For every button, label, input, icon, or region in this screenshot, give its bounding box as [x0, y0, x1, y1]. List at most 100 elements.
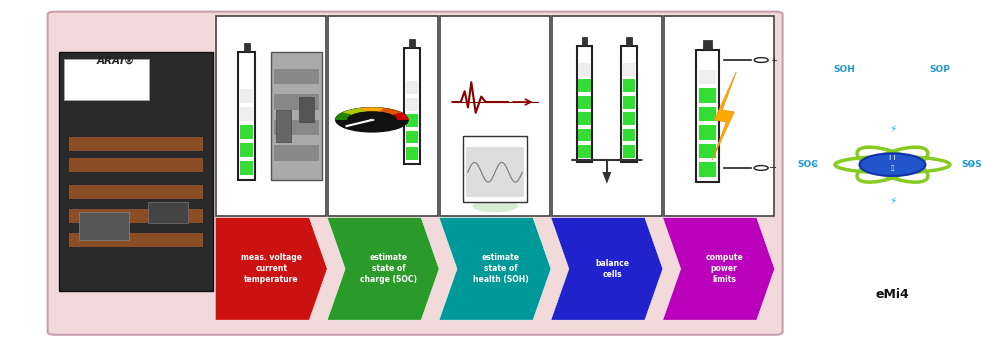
Bar: [699, 107, 716, 121]
Wedge shape: [342, 108, 364, 115]
Text: | |: | |: [889, 155, 896, 159]
Bar: [240, 143, 253, 157]
Bar: [406, 131, 418, 143]
Bar: [696, 50, 719, 182]
Text: estimate
state of
health (SOH): estimate state of health (SOH): [473, 253, 528, 284]
Text: +: +: [770, 56, 777, 64]
Bar: [299, 97, 314, 122]
Bar: [148, 202, 188, 223]
Bar: [623, 96, 635, 109]
Text: ⚡: ⚡: [811, 160, 818, 170]
Wedge shape: [335, 113, 352, 120]
Bar: [238, 52, 255, 180]
Bar: [69, 158, 203, 172]
Text: SOS: SOS: [961, 160, 982, 169]
Bar: [466, 147, 524, 197]
Text: ⚡: ⚡: [967, 160, 974, 170]
Bar: [328, 16, 438, 216]
Bar: [623, 112, 635, 125]
Bar: [463, 136, 527, 202]
Text: balance
cells: balance cells: [595, 259, 629, 279]
Bar: [699, 144, 716, 158]
Wedge shape: [392, 113, 409, 120]
Polygon shape: [551, 217, 663, 320]
Circle shape: [370, 119, 374, 121]
Circle shape: [754, 58, 768, 62]
Bar: [274, 69, 319, 84]
Bar: [578, 96, 591, 109]
Bar: [216, 16, 326, 216]
Bar: [274, 120, 319, 135]
Bar: [626, 37, 632, 46]
Text: compute
power
limits: compute power limits: [705, 253, 743, 284]
Text: eMi4: eMi4: [876, 288, 909, 301]
Bar: [578, 145, 591, 158]
Bar: [406, 114, 418, 127]
Bar: [699, 70, 716, 84]
Bar: [64, 59, 149, 100]
Circle shape: [571, 159, 575, 161]
Wedge shape: [347, 111, 397, 120]
Text: ⚡: ⚡: [889, 124, 896, 134]
Polygon shape: [215, 217, 327, 320]
Bar: [240, 107, 253, 121]
Bar: [406, 147, 418, 160]
Polygon shape: [327, 217, 439, 320]
FancyBboxPatch shape: [48, 12, 783, 335]
Text: SOP: SOP: [929, 64, 950, 73]
Bar: [699, 88, 716, 103]
Wedge shape: [335, 107, 409, 120]
Bar: [578, 80, 591, 92]
Text: ⌣: ⌣: [891, 165, 894, 171]
Bar: [240, 89, 253, 103]
Bar: [69, 185, 203, 199]
Bar: [577, 46, 592, 163]
Text: SOH: SOH: [834, 64, 855, 73]
Bar: [240, 161, 253, 175]
Bar: [440, 16, 550, 216]
Bar: [623, 145, 635, 158]
Text: ⚡: ⚡: [889, 196, 896, 205]
Text: meas. voltage
current
temperature: meas. voltage current temperature: [241, 253, 302, 284]
Bar: [240, 125, 253, 139]
Text: SOC: SOC: [797, 160, 818, 169]
Circle shape: [860, 153, 925, 176]
Bar: [79, 213, 129, 240]
Bar: [582, 37, 587, 46]
Bar: [552, 16, 662, 216]
Ellipse shape: [472, 199, 518, 212]
Bar: [59, 52, 213, 291]
Bar: [406, 98, 418, 111]
Polygon shape: [602, 172, 611, 184]
Bar: [623, 129, 635, 141]
Circle shape: [754, 166, 768, 170]
Bar: [621, 46, 637, 163]
Polygon shape: [663, 217, 775, 320]
Bar: [578, 63, 591, 76]
Polygon shape: [712, 72, 736, 160]
Bar: [578, 112, 591, 125]
Bar: [623, 63, 635, 76]
Bar: [699, 162, 716, 177]
Bar: [404, 48, 420, 164]
Bar: [406, 81, 418, 94]
Bar: [699, 125, 716, 140]
Bar: [578, 129, 591, 141]
Wedge shape: [335, 120, 409, 133]
Bar: [69, 137, 203, 151]
Bar: [276, 110, 291, 142]
Wedge shape: [380, 108, 402, 115]
Text: −: −: [769, 163, 777, 173]
Text: estimate
state of
charge (SOC): estimate state of charge (SOC): [360, 253, 417, 284]
Bar: [69, 209, 203, 223]
Bar: [664, 16, 774, 216]
Wedge shape: [361, 107, 383, 112]
Bar: [69, 233, 203, 247]
Bar: [244, 43, 250, 52]
Bar: [409, 39, 415, 48]
Circle shape: [638, 159, 642, 161]
Bar: [274, 94, 319, 110]
Bar: [274, 145, 319, 161]
Bar: [703, 40, 712, 50]
Bar: [623, 80, 635, 92]
